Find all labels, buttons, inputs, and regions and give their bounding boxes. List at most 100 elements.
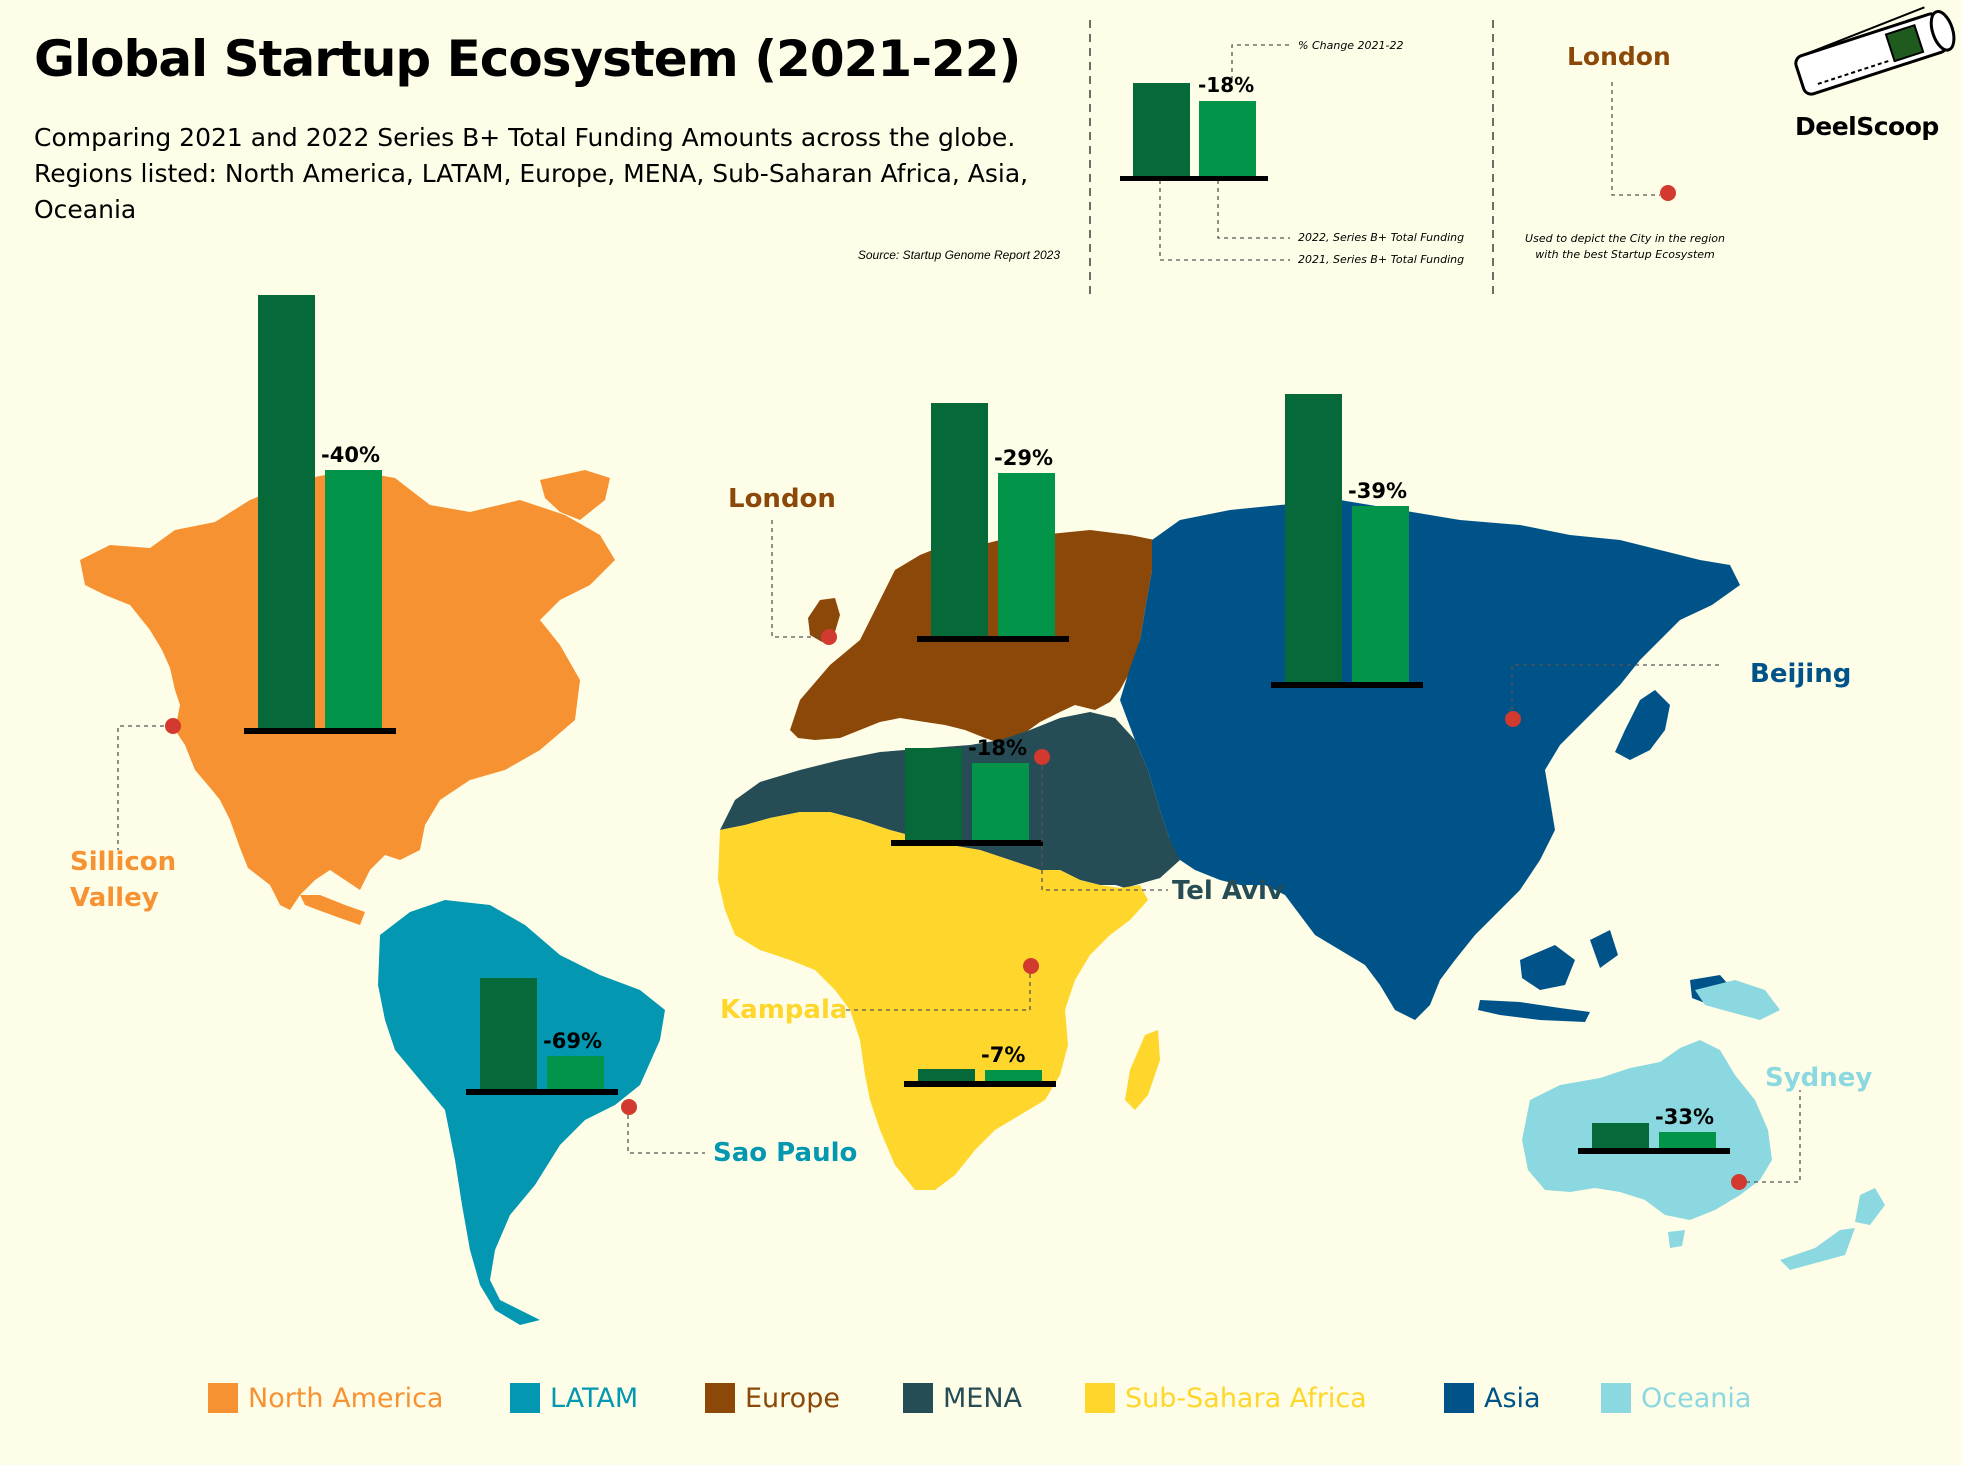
brand-name: DeelScoop bbox=[1795, 112, 1939, 141]
leader-key-city bbox=[1611, 82, 1660, 196]
baseline-europe bbox=[917, 636, 1069, 642]
region-greenland bbox=[540, 470, 610, 520]
region-asia bbox=[1120, 500, 1740, 1020]
city-label-tel-aviv: Tel Aviv bbox=[1172, 876, 1284, 906]
bar-group-latam: -69% bbox=[466, 978, 618, 1095]
leader-beijing bbox=[1511, 664, 1720, 718]
key-label-2021: 2021, Series B+ Total Funding bbox=[1298, 253, 1464, 266]
leader-london bbox=[771, 520, 828, 638]
pct-change-sub-sahara-africa: -7% bbox=[981, 1043, 1025, 1067]
bar-2022-north-america bbox=[325, 470, 382, 730]
source-note: Source: Startup Genome Report 2023 bbox=[857, 248, 1060, 262]
city-dot-sydney bbox=[1731, 1174, 1747, 1190]
legend-label: LATAM bbox=[550, 1382, 639, 1414]
key-city-label: London bbox=[1567, 42, 1671, 71]
page-title: Global Startup Ecosystem (2021-22) bbox=[34, 30, 1021, 88]
bar-2022-mena bbox=[972, 763, 1029, 842]
leader-sydney bbox=[1738, 1090, 1801, 1183]
pct-change-latam: -69% bbox=[543, 1029, 602, 1053]
legend-swatch bbox=[1601, 1383, 1631, 1413]
legend-item: Sub-Sahara Africa bbox=[1085, 1380, 1367, 1416]
city-dot-silicon-valley bbox=[165, 718, 181, 734]
city-label-london: London bbox=[728, 484, 836, 514]
legend-label: Sub-Sahara Africa bbox=[1125, 1382, 1367, 1414]
bar-group-sub-sahara-africa: -7% bbox=[904, 1043, 1056, 1087]
key-pct-label: % Change 2021-22 bbox=[1298, 39, 1404, 52]
baseline-asia bbox=[1271, 682, 1423, 688]
legend-swatch bbox=[903, 1383, 933, 1413]
deelscoop-logo-icon bbox=[1794, 6, 1956, 96]
legend-label: MENA bbox=[943, 1382, 1023, 1414]
key-city-note-1: Used to depict the City in the region bbox=[1525, 232, 1725, 245]
bar-group-north-america: -40% bbox=[244, 295, 396, 734]
pct-change-europe: -29% bbox=[994, 446, 1053, 470]
leader-key-pct bbox=[1231, 44, 1290, 80]
bar-group-mena: -18% bbox=[891, 736, 1043, 846]
legend-label: Asia bbox=[1484, 1382, 1541, 1414]
page-subtitle: Comparing 2021 and 2022 Series B+ Total … bbox=[34, 123, 1029, 224]
region-latam bbox=[378, 900, 665, 1325]
legend-label: Europe bbox=[745, 1382, 840, 1414]
baseline-oceania bbox=[1578, 1148, 1730, 1154]
legend-item: North America bbox=[208, 1380, 443, 1416]
bar-2021-europe bbox=[931, 403, 988, 638]
region-nz bbox=[1780, 1188, 1885, 1270]
pct-change-north-america: -40% bbox=[321, 443, 380, 467]
baseline-latam bbox=[466, 1089, 618, 1095]
bar-2021-mena bbox=[905, 748, 962, 842]
pct-change-asia: -39% bbox=[1348, 479, 1407, 503]
funding-bars: -40% -29% -39% -18% -69% -7% -33% bbox=[244, 295, 1730, 1154]
region-tasmania bbox=[1668, 1230, 1685, 1248]
city-dot-kampala bbox=[1023, 958, 1039, 974]
leader-key-2022 bbox=[1217, 180, 1290, 239]
leader-sao-paulo bbox=[627, 1107, 705, 1154]
legend-swatch bbox=[1444, 1383, 1474, 1413]
city-dot-london bbox=[821, 629, 837, 645]
bar-2021-north-america bbox=[258, 295, 315, 730]
city-dot-sao-paulo bbox=[621, 1099, 637, 1115]
legend-swatch bbox=[1085, 1383, 1115, 1413]
pct-change-mena: -18% bbox=[968, 736, 1027, 760]
region-sub-sahara-africa bbox=[718, 812, 1148, 1190]
baseline-mena bbox=[891, 840, 1043, 846]
bar-2022-europe bbox=[998, 473, 1055, 638]
pct-change-oceania: -33% bbox=[1655, 1105, 1714, 1129]
key-panel: -18% % Change 2021-22 2022, Series B+ To… bbox=[1120, 39, 1725, 266]
region-se-asia-islands bbox=[1478, 930, 1735, 1022]
region-japan bbox=[1615, 690, 1670, 760]
bar-2022-sub-sahara-africa bbox=[985, 1070, 1042, 1083]
bar-2021-oceania bbox=[1592, 1123, 1649, 1150]
key-bar-2021 bbox=[1133, 83, 1190, 178]
legend-label: Oceania bbox=[1641, 1382, 1752, 1414]
leader-kampala bbox=[840, 966, 1031, 1011]
leader-key-2021 bbox=[1159, 180, 1290, 261]
legend-swatch bbox=[510, 1383, 540, 1413]
bar-2022-oceania bbox=[1659, 1132, 1716, 1150]
key-city-note-2: with the best Startup Ecosystem bbox=[1535, 248, 1715, 261]
bar-group-oceania: -33% bbox=[1578, 1105, 1730, 1154]
legend-swatch bbox=[705, 1383, 735, 1413]
legend-swatch bbox=[208, 1383, 238, 1413]
bar-2022-asia bbox=[1352, 506, 1409, 684]
legend-item: LATAM bbox=[510, 1380, 638, 1416]
key-pct-value: -18% bbox=[1198, 73, 1254, 97]
region-madagascar bbox=[1125, 1030, 1160, 1110]
city-label-sao-paulo: Sao Paulo bbox=[713, 1138, 857, 1168]
key-baseline bbox=[1120, 176, 1268, 181]
city-dot-tel-aviv bbox=[1034, 749, 1050, 765]
city-dot-beijing bbox=[1505, 711, 1521, 727]
bar-group-asia: -39% bbox=[1271, 394, 1423, 688]
legend-item: MENA bbox=[903, 1380, 1022, 1416]
legend-item: Asia bbox=[1444, 1380, 1541, 1416]
region-png bbox=[1695, 980, 1780, 1020]
baseline-north-america bbox=[244, 728, 396, 734]
city-label-silicon-valley-2: Valley bbox=[70, 883, 159, 913]
city-dots bbox=[165, 185, 1747, 1190]
baseline-sub-sahara-africa bbox=[904, 1081, 1056, 1087]
bar-2022-latam bbox=[547, 1056, 604, 1091]
key-label-2022: 2022, Series B+ Total Funding bbox=[1298, 231, 1464, 244]
city-callouts bbox=[117, 44, 1801, 1183]
key-city-dot bbox=[1660, 185, 1676, 201]
